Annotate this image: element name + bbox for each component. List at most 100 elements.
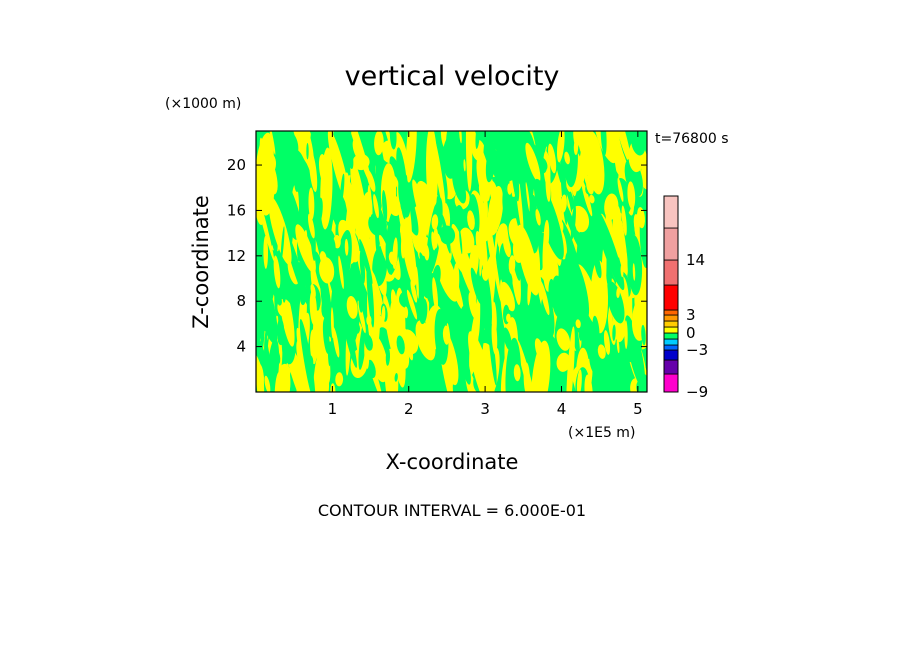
field-streak (527, 269, 532, 306)
field-streak (518, 156, 524, 184)
x-tick-label: 1 (328, 400, 338, 418)
field-streak (282, 268, 288, 303)
field-streak (488, 321, 497, 386)
field-streak (268, 131, 276, 155)
field-streak (272, 347, 281, 365)
field-streak (346, 320, 353, 347)
velocity-field (256, 131, 647, 392)
field-streak (344, 238, 349, 256)
x-axis-ticks: 1 2 3 4 5 (328, 131, 643, 418)
field-streak (434, 308, 449, 365)
y-axis-ticks: 4 8 12 16 20 (227, 156, 647, 356)
field-streak (310, 329, 317, 365)
colorbar-label: 3 (686, 306, 696, 324)
field-streak (543, 219, 550, 250)
field-streak (387, 194, 401, 217)
field-streak (594, 253, 602, 279)
field-streak (463, 159, 466, 172)
field-streak (505, 337, 522, 392)
field-streak (575, 319, 581, 329)
y-tick-label: 4 (236, 338, 246, 356)
field-streak (585, 175, 595, 195)
field-streak (410, 280, 418, 303)
field-streak (580, 178, 593, 217)
field-streak (548, 278, 556, 308)
colorbar-label: 14 (686, 251, 705, 269)
field-streak (452, 168, 467, 204)
field-streak (259, 137, 266, 173)
colorbar-band (663, 284, 679, 311)
field-streak (359, 249, 366, 284)
contour-interval-label: CONTOUR INTERVAL = 6.000E-01 (318, 501, 586, 520)
colorbar-band (663, 259, 679, 286)
field-streak (306, 143, 309, 160)
field-streak (374, 131, 384, 156)
field-streak (364, 334, 373, 351)
field-streak (366, 261, 375, 328)
field-streak (308, 213, 315, 239)
field-streak (549, 208, 557, 226)
field-streak (299, 284, 307, 306)
field-streak (534, 338, 545, 361)
x-axis-title: X-coordinate (386, 450, 519, 474)
field-streak (367, 184, 372, 217)
colorbar-band (663, 332, 679, 340)
colorbar-band (663, 349, 679, 361)
field-streak (406, 289, 418, 320)
field-streak (621, 205, 627, 236)
field-streak (437, 233, 443, 254)
field-streak (403, 306, 409, 319)
field-streak (257, 363, 264, 386)
field-streak (479, 168, 485, 202)
field-streak (624, 315, 646, 389)
field-streak (518, 131, 526, 154)
field-streak (335, 372, 344, 387)
field-streak (616, 338, 620, 354)
field-streak (548, 143, 557, 174)
colorbar-band (663, 373, 679, 393)
colorbar-label: 0 (686, 324, 696, 342)
colorbar-band (663, 359, 679, 375)
field-streak (516, 224, 540, 296)
field-streak (446, 290, 466, 355)
field-streak (432, 277, 439, 312)
field-streak (274, 372, 281, 392)
field-streak (508, 131, 520, 202)
field-streak (435, 248, 459, 302)
colorbar: 14 30−3 −9 (663, 195, 708, 401)
field-streak (624, 320, 628, 349)
field-streak (299, 318, 316, 392)
field-streak (531, 340, 551, 392)
field-streak (404, 175, 408, 194)
colorbar-band (663, 326, 679, 334)
field-streak (459, 227, 475, 254)
field-streak (613, 131, 631, 164)
field-streak (470, 267, 482, 304)
field-streak (339, 173, 345, 205)
field-streak (389, 131, 397, 150)
field-streak (327, 339, 331, 367)
field-streak (263, 235, 269, 269)
colorbar-label: −3 (686, 341, 708, 359)
field-streak (401, 201, 406, 220)
field-streak (637, 207, 645, 229)
field-streak (597, 344, 606, 359)
field-streak (612, 324, 616, 341)
field-streak (352, 225, 356, 241)
field-streak (592, 315, 600, 343)
field-streak (513, 364, 521, 382)
field-streak (346, 142, 354, 170)
field-streak (462, 356, 471, 385)
colorbar-label: −9 (686, 383, 708, 401)
field-streak (299, 369, 314, 392)
field-streak (302, 229, 308, 258)
field-streak (358, 294, 363, 313)
field-streak (318, 154, 330, 188)
field-streak (423, 190, 437, 208)
field-streak (343, 172, 350, 199)
field-streak (491, 131, 502, 153)
field-streak (334, 305, 355, 392)
field-streak (572, 297, 579, 308)
colorbar-band (663, 344, 679, 351)
field-streak (330, 383, 336, 392)
